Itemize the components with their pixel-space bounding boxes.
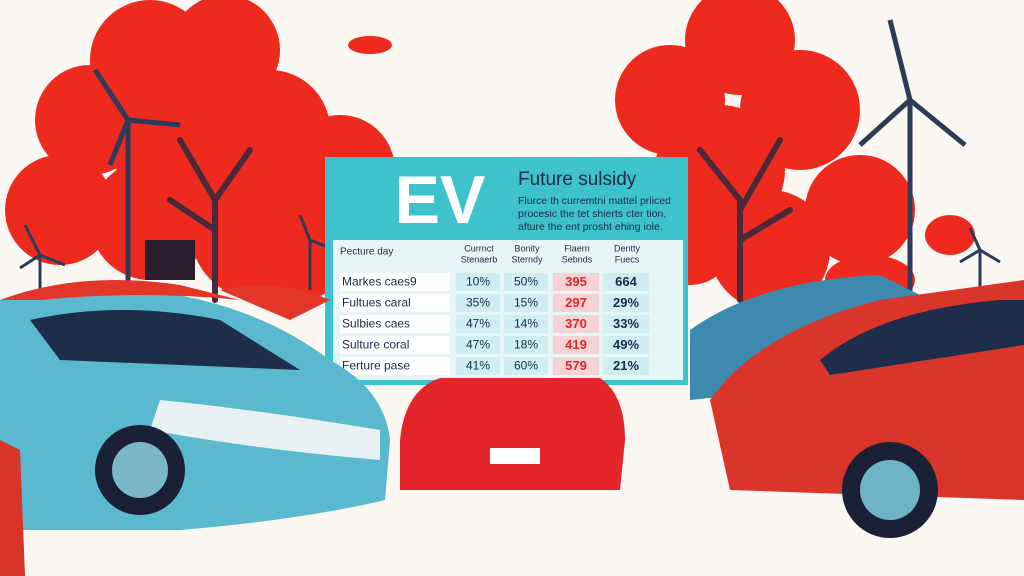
table-cell-text: 33%	[613, 316, 639, 331]
table-cell-text: 579	[565, 358, 587, 373]
table-cell	[504, 357, 548, 375]
description-line: procesic the tet shierts cter tion,	[518, 208, 666, 220]
table-cell-text: 29%	[613, 295, 639, 310]
table-cell-text: 370	[565, 316, 587, 331]
table-cell	[504, 336, 548, 354]
table-cell	[340, 336, 450, 354]
table-cell-text: 14%	[514, 317, 538, 331]
table-cell-text: 21%	[613, 358, 639, 373]
table-cell	[456, 357, 500, 375]
table-cell	[456, 294, 500, 312]
table-cell	[553, 294, 599, 312]
description-line: Flurce th curremtni mattel priiced	[518, 195, 671, 207]
table-cell-text: 49%	[613, 337, 639, 352]
table-cell-text: Sulbies caes	[342, 317, 410, 331]
table-cell-text: 18%	[514, 338, 538, 352]
table-cell	[504, 273, 548, 291]
table-cell-text: 41%	[466, 359, 490, 373]
table-cell-text: 50%	[514, 275, 538, 289]
column-header: Dentty	[614, 243, 641, 253]
table-cell-text: 47%	[466, 317, 490, 331]
table-cell-text: 419	[565, 337, 587, 352]
column-header: Sebnds	[562, 254, 593, 264]
table-cell	[456, 336, 500, 354]
sign-post	[145, 240, 195, 280]
column-header: Currnct	[464, 243, 494, 253]
column-header: Stenaerb	[461, 254, 498, 264]
table-cell-text: 395	[565, 274, 587, 289]
table-cell-text: Markes caes9	[342, 275, 417, 289]
column-header: Sterndy	[511, 254, 543, 264]
column-header: Pecture day	[340, 247, 393, 258]
tree-trunks	[167, 137, 793, 303]
description: Flurce th curremtni mattel priicedproces…	[518, 195, 671, 233]
table-cell-text: 10%	[466, 275, 490, 289]
billboard-title: Future sulsidy	[518, 169, 637, 190]
table-cell-text: 664	[615, 274, 637, 289]
table-cell-text: 60%	[514, 359, 538, 373]
table-cell	[504, 315, 548, 333]
logo: EV	[395, 162, 486, 238]
table-cell	[603, 336, 649, 354]
table-cell	[456, 315, 500, 333]
table-cell	[340, 273, 450, 291]
table-cell	[603, 315, 649, 333]
table-cell	[603, 273, 649, 291]
table-cell-text: Fultues caral	[342, 296, 411, 310]
table-cell	[553, 315, 599, 333]
table-cell-text: 297	[565, 295, 587, 310]
table-cell	[456, 273, 500, 291]
cars	[0, 275, 1024, 576]
table-cell	[553, 273, 599, 291]
table-cell	[340, 315, 450, 333]
table-cell-text: 15%	[514, 296, 538, 310]
table-cell	[340, 294, 450, 312]
column-header: Fuecs	[615, 254, 640, 264]
foliage	[5, 0, 975, 310]
table-cell	[553, 336, 599, 354]
table-cell	[603, 357, 649, 375]
table-cell-text: 35%	[466, 296, 490, 310]
table-cell	[603, 294, 649, 312]
column-header: Bonity	[514, 243, 540, 253]
column-header: Flaern	[564, 243, 590, 253]
table-cell	[553, 357, 599, 375]
table-cell-text: Sulture coral	[342, 338, 409, 352]
table-cell-text: 47%	[466, 338, 490, 352]
table-cell-text: Ferture pase	[342, 359, 410, 373]
table-cell	[340, 357, 450, 375]
description-line: afture the ent prosht ehing iole.	[518, 221, 663, 233]
table-cell	[504, 294, 548, 312]
